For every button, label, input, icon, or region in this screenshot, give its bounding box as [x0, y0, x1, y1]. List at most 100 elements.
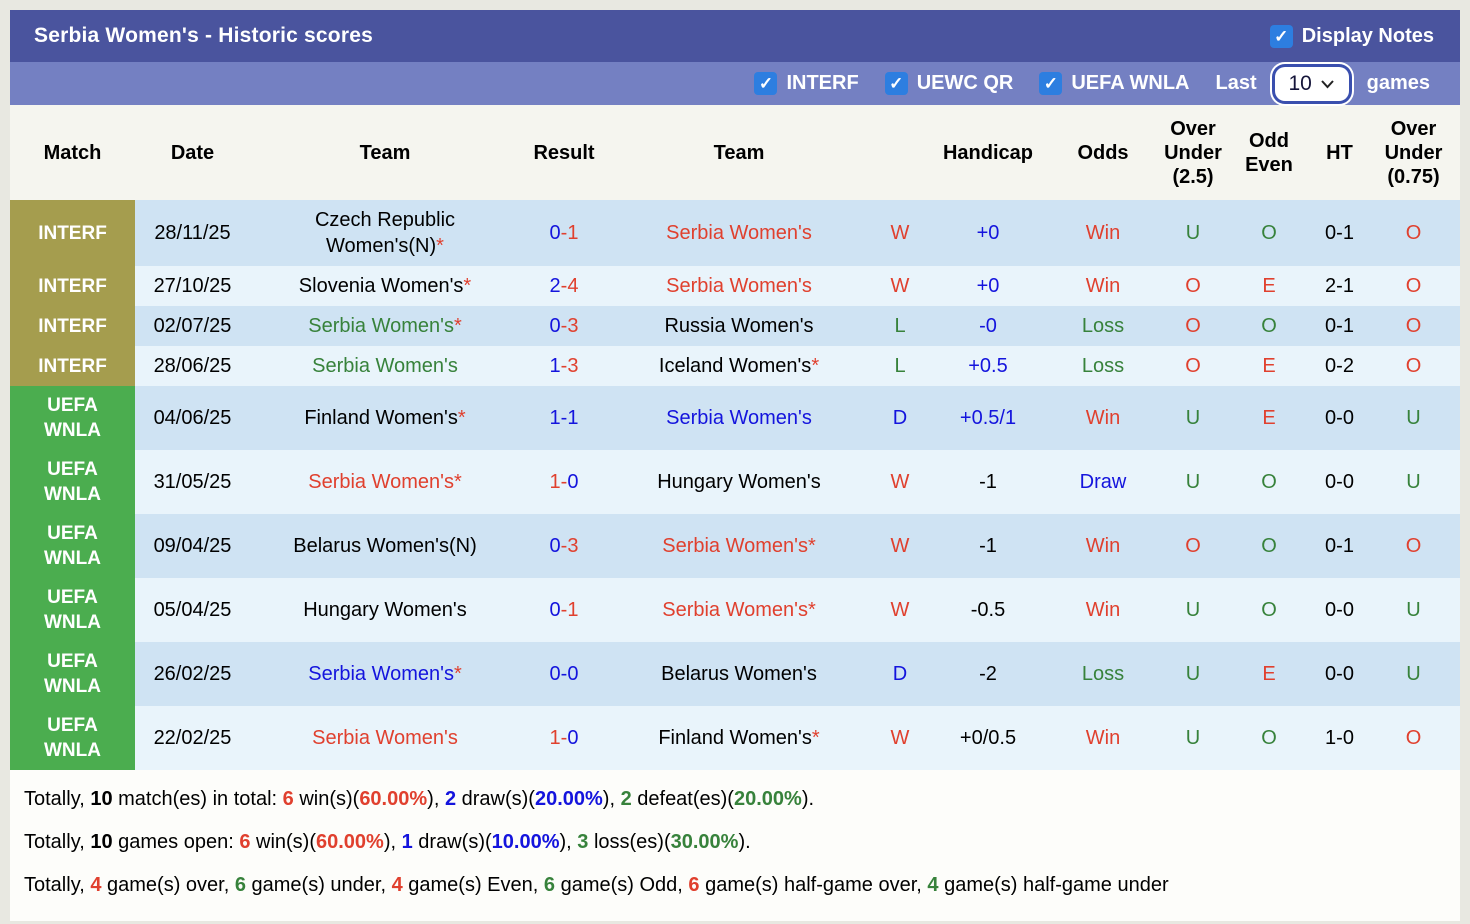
- away-team-link[interactable]: Serbia Women's: [666, 407, 812, 429]
- cell-outcome-letter: L: [870, 306, 930, 346]
- interf-checkbox[interactable]: ✓: [754, 72, 778, 95]
- result-score-segment: 1: [567, 407, 579, 429]
- home-team-link[interactable]: Czech Republic Women's(N): [314, 209, 456, 257]
- away-team-link[interactable]: Serbia Women's: [662, 535, 808, 557]
- home-team-link[interactable]: Belarus Women's(N): [293, 535, 477, 557]
- away-team-link[interactable]: Hungary Women's: [657, 471, 821, 493]
- result-score-segment: 1: [567, 599, 579, 621]
- uefa-wnla-label: UEFA WNLA: [1071, 72, 1190, 94]
- cell-date: 22/02/25: [135, 706, 250, 770]
- home-team-link[interactable]: Serbia Women's: [312, 727, 458, 749]
- result-score-segment: -: [560, 663, 568, 685]
- competition-badge: UEFA WNLA: [10, 642, 135, 706]
- filter-interf[interactable]: ✓ INTERF: [754, 72, 859, 95]
- cell-ht: 0-1: [1312, 200, 1367, 266]
- cell-over-under-25: U: [1160, 386, 1226, 450]
- summary-text-segment: game(s) Odd,: [555, 874, 689, 896]
- cell-away-team: Russia Women's: [608, 306, 870, 346]
- cell-handicap: -2: [930, 642, 1046, 706]
- games-count-select[interactable]: 10: [1274, 66, 1349, 101]
- filter-bar: ✓ INTERF ✓ UEWC QR ✓ UEFA WNLA Last 10 g…: [10, 62, 1460, 105]
- uewc-qr-checkbox[interactable]: ✓: [884, 72, 908, 95]
- uefa-wnla-checkbox[interactable]: ✓: [1039, 72, 1063, 95]
- summary-text-segment: 10: [90, 788, 113, 810]
- uewc-qr-label: UEWC QR: [916, 72, 1014, 94]
- away-team-link[interactable]: Belarus Women's: [661, 663, 817, 685]
- cell-result: 1-0: [520, 706, 608, 770]
- cell-home-team: Serbia Women's*: [250, 450, 520, 514]
- cell-date: 27/10/25: [135, 266, 250, 306]
- cell-outcome-letter: L: [870, 346, 930, 386]
- cell-over-under-075: O: [1367, 266, 1460, 306]
- home-team-link[interactable]: Serbia Women's: [308, 663, 454, 685]
- summary-text-segment: ).: [738, 831, 751, 853]
- display-notes-toggle[interactable]: ✓ Display Notes: [1269, 24, 1434, 48]
- summary-text-segment: loss(es)(: [588, 831, 671, 853]
- cell-over-under-25: U: [1160, 642, 1226, 706]
- cell-result: 2-4: [520, 266, 608, 306]
- competition-badge: UEFA WNLA: [10, 450, 135, 514]
- cell-odd-even: E: [1226, 642, 1312, 706]
- away-team-link[interactable]: Russia Women's: [664, 315, 814, 337]
- home-note-star: *: [453, 471, 462, 493]
- result-score-segment: 3: [567, 355, 579, 377]
- summary-text-segment: 6: [234, 874, 246, 896]
- filter-uefa-wnla[interactable]: ✓ UEFA WNLA: [1039, 72, 1190, 95]
- cell-over-under-075: U: [1367, 578, 1460, 642]
- cell-outcome-letter: W: [870, 266, 930, 306]
- cell-result: 1-1: [520, 386, 608, 450]
- away-team-link[interactable]: Iceland Women's: [658, 355, 812, 377]
- col-away-team: Team: [713, 141, 765, 164]
- cell-result: 0-1: [520, 578, 608, 642]
- filter-uewc-qr[interactable]: ✓ UEWC QR: [884, 72, 1014, 95]
- cell-result: 0-3: [520, 306, 608, 346]
- result-score-segment: 0: [549, 535, 561, 557]
- cell-odds: Loss: [1046, 642, 1160, 706]
- summary-text-segment: game(s) over,: [101, 874, 235, 896]
- cell-odd-even: O: [1226, 578, 1312, 642]
- cell-odd-even: O: [1226, 450, 1312, 514]
- table-row: INTERF 28/11/25 Czech Republic Women's(N…: [10, 200, 1460, 266]
- cell-ht: 0-0: [1312, 642, 1367, 706]
- display-notes-checkbox[interactable]: ✓: [1269, 24, 1293, 48]
- table-row: UEFA WNLA 04/06/25 Finland Women's* 1-1 S…: [10, 386, 1460, 450]
- home-team-link[interactable]: Serbia Women's: [308, 315, 454, 337]
- summary-text-segment: 60.00%: [316, 831, 384, 853]
- summary-text-segment: draw(s)(: [456, 788, 535, 810]
- result-score-segment: -: [560, 535, 568, 557]
- cell-date: 05/04/25: [135, 578, 250, 642]
- away-team-link[interactable]: Serbia Women's: [666, 275, 812, 297]
- cell-handicap: +0.5/1: [930, 386, 1046, 450]
- cell-outcome-letter: W: [870, 706, 930, 770]
- home-team-link[interactable]: Serbia Women's: [308, 471, 454, 493]
- home-team-link[interactable]: Slovenia Women's: [298, 275, 464, 297]
- summary-games-open: Totally, 10 games open: 6 win(s)(60.00%)…: [10, 821, 1460, 864]
- table-row: UEFA WNLA 22/02/25 Serbia Women's 1-0 Fin…: [10, 706, 1460, 770]
- cell-date: 28/06/25: [135, 346, 250, 386]
- cell-ht: 0-0: [1312, 386, 1367, 450]
- away-team-link[interactable]: Finland Women's: [658, 727, 812, 749]
- cell-over-under-075: U: [1367, 450, 1460, 514]
- display-notes-label: Display Notes: [1301, 24, 1434, 47]
- competition-badge: INTERF: [10, 306, 135, 346]
- summary-text-segment: 6: [688, 874, 700, 896]
- cell-away-team: Serbia Women's*: [608, 578, 870, 642]
- competition-badge: INTERF: [10, 346, 135, 386]
- cell-odd-even: E: [1226, 346, 1312, 386]
- summary-text-segment: 10: [90, 831, 113, 853]
- col-result: Result: [533, 141, 595, 164]
- cell-result: 1-0: [520, 450, 608, 514]
- home-team-link[interactable]: Hungary Women's: [303, 599, 467, 621]
- result-score-segment: -: [560, 727, 568, 749]
- result-score-segment: -: [560, 315, 568, 337]
- col-match: Match: [43, 141, 102, 164]
- home-team-link[interactable]: Serbia Women's: [312, 355, 458, 377]
- result-score-segment: 2: [549, 275, 561, 297]
- check-icon: ✓: [758, 74, 774, 93]
- away-team-link[interactable]: Serbia Women's: [662, 599, 808, 621]
- home-team-link[interactable]: Finland Women's: [304, 407, 458, 429]
- away-team-link[interactable]: Serbia Women's: [666, 222, 812, 244]
- result-score-segment: 1: [549, 355, 561, 377]
- result-score-segment: 0: [549, 599, 561, 621]
- col-home-team: Team: [359, 141, 411, 164]
